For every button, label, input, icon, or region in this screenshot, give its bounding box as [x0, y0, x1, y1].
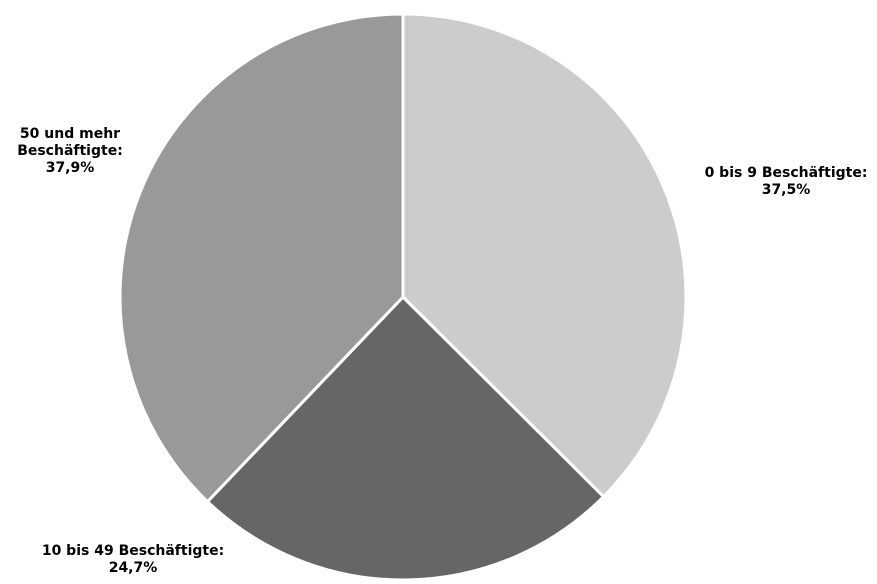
pie-slice-1 — [401, 12, 688, 499]
slice-label-line: 50 und mehr — [20, 126, 120, 142]
pie-slices — [118, 12, 688, 582]
slice-labels: 0 bis 9 Beschäftigte: 37,5% 10 bis 49 Besc… — [17, 126, 867, 576]
slice-label-line: 10 bis 49 Beschäftigte: — [42, 543, 224, 559]
slice-label-line: 37,5% — [762, 182, 811, 198]
slice-label-line: 0 bis 9 Beschäftigte: — [705, 165, 868, 181]
pie-slice-2 — [205, 294, 606, 582]
slice-label-2: 10 bis 49 Beschäftigte: 24,7% — [42, 543, 224, 576]
slice-label-1: 0 bis 9 Beschäftigte: 37,5% — [705, 165, 868, 198]
slice-label-3: 50 und mehr Beschäftigte: 37,9% — [17, 126, 123, 176]
slice-label-line: Beschäftigte: — [17, 143, 123, 159]
slice-label-line: 37,9% — [46, 160, 95, 176]
slice-label-line: 24,7% — [109, 560, 158, 576]
pie-slice-3 — [118, 12, 405, 504]
